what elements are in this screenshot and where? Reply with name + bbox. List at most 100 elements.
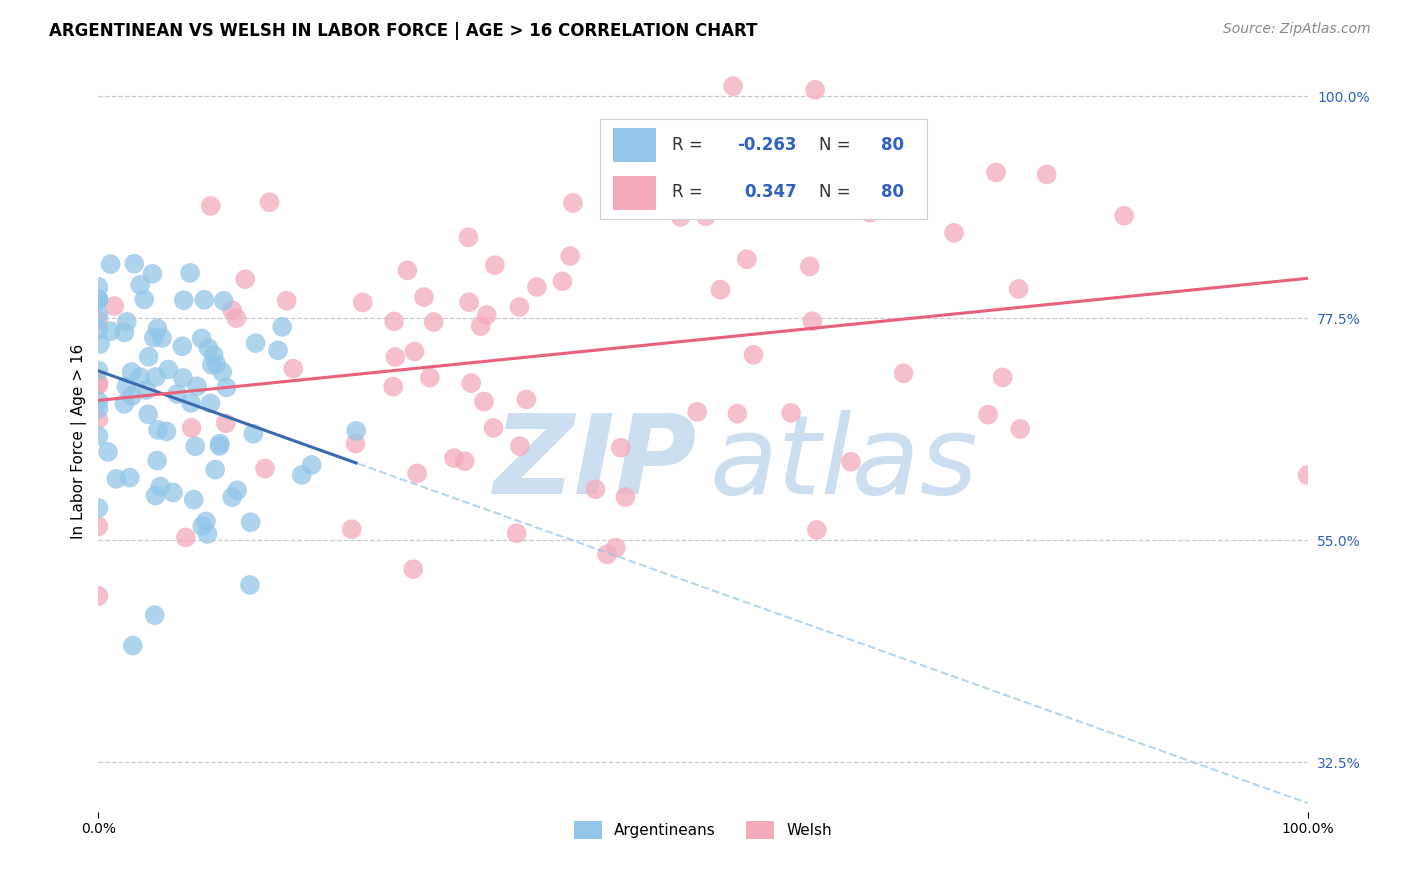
Point [87, 412, 110, 426]
Point [839, 455, 862, 469]
Point [115, 315, 138, 329]
Point [157, 362, 180, 376]
Point [201, 358, 224, 372]
Point [87, 394, 110, 409]
Point [1010, 422, 1032, 436]
Point [97, 445, 120, 459]
Point [382, 380, 405, 394]
Point [172, 371, 194, 385]
Point [1007, 282, 1029, 296]
Point [799, 260, 821, 274]
Point [87, 292, 110, 306]
Point [396, 263, 419, 277]
Point [100, 257, 122, 271]
Point [482, 421, 505, 435]
Point [184, 439, 207, 453]
Point [505, 526, 527, 541]
Point [87, 307, 110, 321]
Point [87, 363, 110, 377]
Text: Source: ZipAtlas.com: Source: ZipAtlas.com [1223, 22, 1371, 37]
Point [162, 485, 184, 500]
Point [87, 293, 110, 307]
Point [149, 479, 172, 493]
Point [443, 451, 465, 466]
Point [212, 293, 235, 308]
Point [560, 249, 582, 263]
Point [141, 267, 163, 281]
Point [1114, 209, 1136, 223]
Point [725, 407, 748, 421]
Point [100, 324, 122, 338]
Point [87, 429, 110, 443]
Text: ZIP: ZIP [494, 410, 697, 517]
Point [215, 380, 238, 394]
Point [146, 321, 169, 335]
Point [121, 389, 143, 403]
Point [991, 370, 1014, 384]
Point [515, 392, 537, 407]
Point [87, 293, 110, 307]
Point [166, 387, 188, 401]
Point [211, 365, 233, 379]
Point [472, 394, 495, 409]
Point [340, 522, 363, 536]
Point [118, 470, 141, 484]
Point [475, 308, 498, 322]
Point [226, 483, 249, 498]
Text: atlas: atlas [709, 410, 977, 517]
Point [200, 396, 222, 410]
Point [87, 589, 110, 603]
Point [1035, 168, 1057, 182]
Point [454, 454, 477, 468]
Point [191, 519, 214, 533]
Point [384, 350, 406, 364]
Point [173, 293, 195, 308]
Point [551, 274, 574, 288]
Point [208, 439, 231, 453]
Point [221, 490, 243, 504]
Point [943, 226, 966, 240]
Point [112, 397, 135, 411]
Point [419, 370, 441, 384]
Point [136, 407, 159, 421]
Point [112, 326, 135, 340]
Point [87, 376, 110, 390]
Point [172, 339, 194, 353]
Point [404, 344, 426, 359]
Legend: Argentineans, Welsh: Argentineans, Welsh [568, 815, 838, 845]
Point [267, 343, 290, 358]
Point [204, 462, 226, 476]
Point [735, 252, 758, 267]
Point [180, 396, 202, 410]
Point [859, 205, 882, 219]
Point [208, 436, 231, 450]
Point [669, 210, 692, 224]
Point [87, 401, 110, 416]
Text: ARGENTINEAN VS WELSH IN LABOR FORCE | AGE > 16 CORRELATION CHART: ARGENTINEAN VS WELSH IN LABOR FORCE | AG… [49, 22, 758, 40]
Point [882, 126, 904, 140]
Point [186, 379, 208, 393]
Y-axis label: In Labor Force | Age > 16: In Labor Force | Age > 16 [72, 344, 87, 539]
Point [135, 383, 157, 397]
Point [122, 257, 145, 271]
Point [276, 293, 298, 308]
Point [259, 195, 281, 210]
Point [301, 458, 323, 472]
Point [215, 417, 238, 431]
Point [344, 424, 367, 438]
Point [202, 348, 225, 362]
Point [709, 283, 731, 297]
Point [87, 519, 110, 533]
Point [526, 280, 548, 294]
Point [695, 210, 717, 224]
Point [179, 266, 201, 280]
Point [806, 523, 828, 537]
Point [283, 361, 305, 376]
Point [194, 515, 217, 529]
Point [609, 441, 631, 455]
Point [780, 406, 803, 420]
Point [1296, 468, 1319, 483]
Point [155, 425, 177, 439]
Point [142, 330, 165, 344]
Point [174, 531, 197, 545]
